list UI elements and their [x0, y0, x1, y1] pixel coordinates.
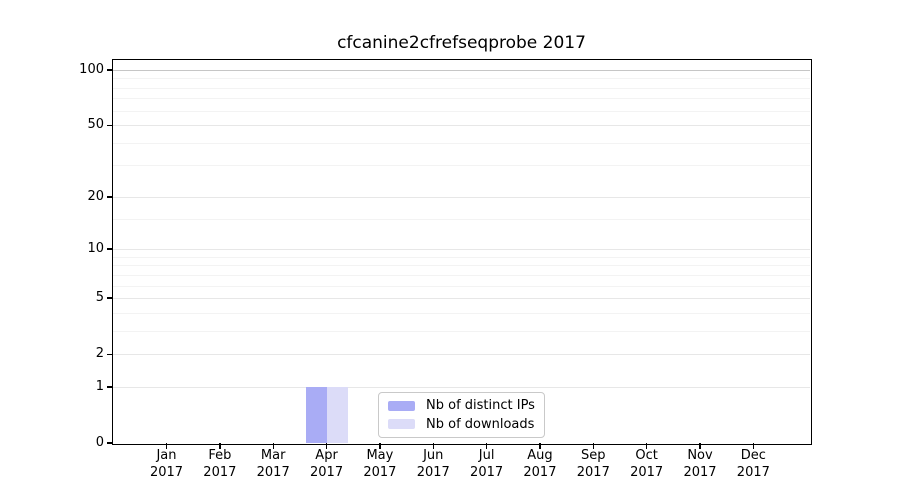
year-label: 2017: [683, 464, 717, 480]
month-label: Jan: [156, 448, 177, 463]
gridline-major: [113, 298, 810, 300]
gridline-minor: [113, 312, 810, 314]
year-label: 2017: [149, 464, 184, 480]
x-axis-tick-label: May 2017: [348, 448, 412, 481]
legend-label-distinct-ips: Nb of distinct IPs: [426, 398, 535, 414]
month-label: Apr: [315, 448, 338, 463]
y-axis-tick-label: 10: [87, 241, 104, 257]
year-label: 2017: [736, 464, 770, 480]
year-label: 2017: [203, 464, 237, 480]
bar-distinct-ips: [305, 386, 327, 443]
x-axis-tick: [272, 443, 274, 449]
x-axis-tick-label: Jun 2017: [401, 448, 465, 481]
gridline-minor: [113, 274, 810, 276]
x-axis-tick: [485, 443, 488, 449]
legend-label-downloads: Nb of downloads: [426, 416, 535, 432]
x-axis-tick-label: Jul 2017: [455, 448, 519, 481]
y-axis-tick-label: 5: [95, 290, 104, 306]
x-axis-tick: [539, 443, 541, 449]
legend-swatch-distinct-ips-icon: [388, 400, 415, 411]
year-label: 2017: [310, 464, 344, 480]
x-axis-tick: [165, 443, 168, 449]
y-axis-tick-label: 2: [95, 346, 104, 362]
gridline-major: [113, 386, 810, 388]
y-axis-tick-label: 20: [87, 188, 104, 204]
year-label: 2017: [576, 464, 610, 480]
y-axis-tick: [106, 69, 113, 71]
x-axis-tick: [432, 443, 434, 449]
x-axis-tick-label: Dec 2017: [721, 448, 785, 481]
y-axis-tick: [106, 353, 113, 355]
x-axis-tick-label: Jan 2017: [135, 448, 199, 481]
y-axis-tick-label: 1: [95, 378, 104, 394]
y-axis-tick: [106, 248, 113, 250]
plot-area: [113, 60, 810, 443]
x-axis-tick: [592, 443, 594, 449]
x-axis-tick-label: Aug 2017: [508, 448, 572, 481]
gridline-minor: [113, 218, 810, 220]
gridline-minor: [113, 110, 810, 112]
y-axis-tick: [106, 386, 113, 388]
year-label: 2017: [470, 464, 504, 480]
x-axis-tick-label: Feb 2017: [188, 448, 252, 481]
y-axis-tick-label: 50: [87, 117, 104, 133]
gridline-minor: [113, 78, 810, 80]
legend-item-distinct-ips: Nb of distinct IPs: [388, 398, 536, 413]
year-label: 2017: [630, 464, 664, 480]
gridline-minor: [113, 265, 810, 267]
gridline-minor: [113, 165, 810, 167]
chart-title: cfcanine2cfrefseqprobe 2017: [337, 33, 586, 53]
x-axis-tick-label: Oct 2017: [615, 448, 679, 481]
month-label: Oct: [635, 448, 658, 463]
legend: Nb of distinct IPs Nb of downloads: [378, 392, 545, 438]
legend-item-downloads: Nb of downloads: [388, 417, 536, 432]
x-axis-tick: [645, 443, 648, 449]
x-axis-tick: [325, 443, 328, 449]
x-axis-tick-label: Mar 2017: [241, 448, 305, 481]
x-axis-tick: [752, 443, 755, 449]
year-label: 2017: [363, 464, 397, 480]
year-label: 2017: [523, 464, 557, 480]
y-axis-tick-label: 100: [79, 62, 104, 77]
gridline-minor: [113, 256, 810, 258]
bar-downloads: [326, 386, 348, 443]
month-label: Jul: [478, 448, 495, 463]
gridline-minor: [113, 142, 810, 144]
month-label: Mar: [260, 448, 286, 463]
x-axis-tick: [219, 443, 221, 449]
legend-swatch-downloads-icon: [388, 419, 415, 430]
month-label: Nov: [687, 448, 713, 463]
month-label: May: [366, 448, 394, 463]
gridline-major: [113, 196, 810, 198]
month-label: Aug: [527, 448, 553, 463]
y-axis-tick: [106, 124, 113, 126]
x-axis-tick-label: Apr 2017: [295, 448, 359, 481]
y-axis-tick: [106, 196, 113, 198]
gridline-major: [113, 354, 810, 356]
month-label: Dec: [740, 448, 766, 463]
gridline-major: [113, 249, 810, 251]
gridline-minor: [113, 98, 810, 100]
gridline-minor: [113, 330, 810, 332]
gridline-major: [113, 70, 810, 71]
gridline-major: [113, 125, 810, 127]
gridline-minor: [113, 87, 810, 89]
y-axis-tick: [106, 297, 113, 299]
year-label: 2017: [256, 464, 290, 480]
month-label: Sep: [581, 448, 606, 463]
month-label: Feb: [208, 448, 232, 463]
y-axis-tick-label: 0: [95, 435, 104, 450]
gridline-minor: [113, 285, 810, 287]
x-axis-tick-label: Nov 2017: [668, 448, 732, 481]
month-label: Jun: [423, 448, 444, 463]
x-axis-tick: [699, 443, 701, 449]
year-label: 2017: [416, 464, 450, 480]
y-axis-tick: [106, 442, 113, 444]
x-axis-tick-label: Sep 2017: [561, 448, 625, 481]
x-axis-tick: [379, 443, 381, 449]
